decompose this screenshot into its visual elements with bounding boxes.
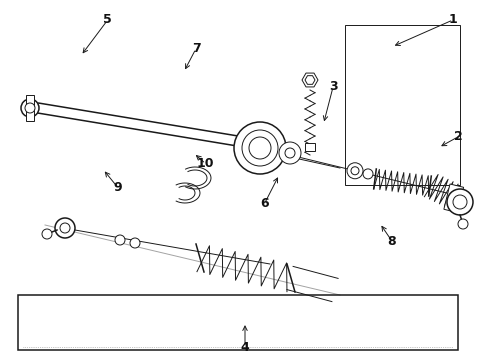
Bar (444, 184, 464, 212)
Circle shape (21, 99, 39, 117)
Polygon shape (302, 73, 318, 87)
Polygon shape (305, 76, 315, 84)
Text: 9: 9 (113, 181, 122, 194)
Text: 4: 4 (241, 341, 249, 354)
Text: 2: 2 (454, 130, 463, 143)
Circle shape (55, 218, 75, 238)
Circle shape (115, 235, 125, 245)
Text: 10: 10 (197, 157, 215, 170)
Circle shape (25, 103, 35, 113)
Text: 1: 1 (449, 13, 458, 26)
Text: 5: 5 (103, 13, 112, 26)
Circle shape (453, 195, 467, 209)
Circle shape (447, 189, 473, 215)
Circle shape (347, 163, 363, 179)
Circle shape (458, 219, 468, 229)
Circle shape (60, 223, 70, 233)
Circle shape (351, 167, 359, 175)
Circle shape (242, 130, 278, 166)
Bar (305, 143, 315, 151)
Polygon shape (26, 95, 34, 121)
Circle shape (234, 122, 286, 174)
Circle shape (42, 229, 52, 239)
Text: 6: 6 (260, 197, 269, 210)
Text: 3: 3 (329, 80, 338, 93)
Circle shape (285, 148, 295, 158)
Text: 8: 8 (388, 235, 396, 248)
Circle shape (363, 169, 373, 179)
Circle shape (249, 137, 271, 159)
Circle shape (130, 238, 140, 248)
Text: 7: 7 (192, 42, 200, 55)
Circle shape (279, 142, 301, 164)
